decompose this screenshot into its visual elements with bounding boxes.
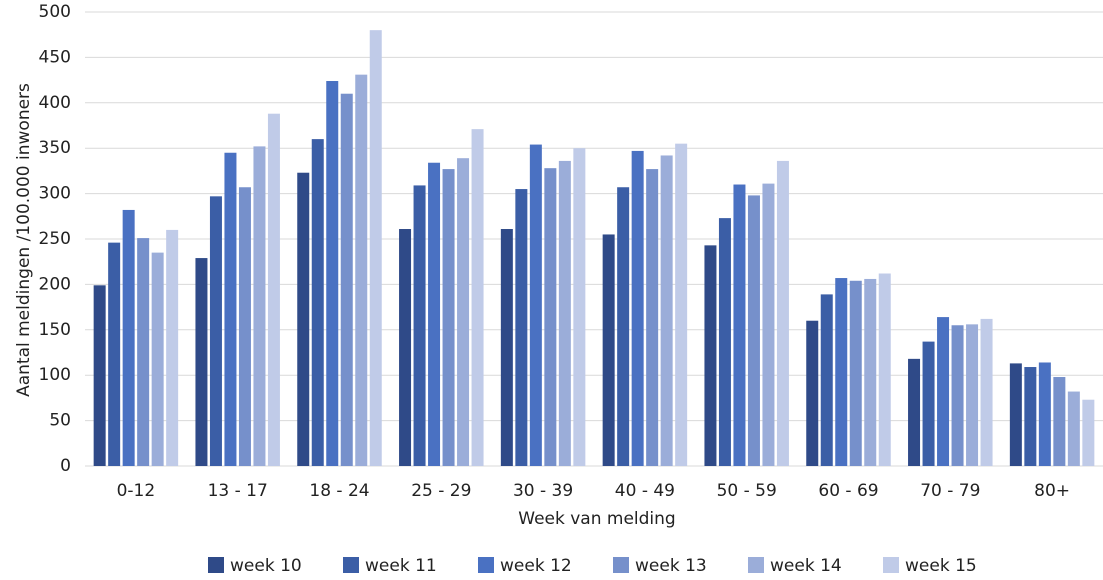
- bar: [1067, 391, 1080, 466]
- bar: [747, 195, 760, 466]
- x-tick-label: 0-12: [117, 481, 156, 501]
- bar: [369, 30, 382, 466]
- bar: [1024, 367, 1037, 466]
- bar: [413, 185, 426, 467]
- bar: [399, 229, 412, 466]
- bar: [166, 229, 179, 466]
- bar: [878, 273, 891, 466]
- y-tick-label: 250: [39, 229, 71, 249]
- bar: [849, 280, 862, 466]
- bar: [108, 242, 121, 466]
- bar: [660, 155, 673, 467]
- y-tick-label: 100: [39, 365, 71, 385]
- bar: [195, 258, 208, 466]
- bar: [646, 169, 659, 467]
- bar: [1082, 399, 1095, 466]
- y-tick-label: 450: [39, 47, 71, 67]
- legend-label: week 11: [365, 556, 437, 576]
- bar: [922, 341, 935, 466]
- x-tick-label: 18 - 24: [309, 481, 369, 501]
- x-tick-label: 30 - 39: [513, 481, 573, 501]
- bar: [951, 325, 964, 466]
- bar: [966, 324, 979, 466]
- bar: [122, 209, 135, 466]
- bar: [544, 168, 557, 466]
- x-tick-label: 25 - 29: [411, 481, 471, 501]
- legend-label: week 10: [230, 556, 302, 576]
- bar: [209, 196, 222, 466]
- legend-swatch: [478, 557, 494, 573]
- x-tick-label: 60 - 69: [818, 481, 878, 501]
- legend-swatch: [748, 557, 764, 573]
- y-tick-label: 500: [39, 2, 71, 22]
- bar: [238, 187, 251, 466]
- bar: [253, 146, 266, 466]
- bar: [602, 234, 615, 466]
- bar: [297, 172, 310, 466]
- bar: [617, 187, 630, 466]
- bar: [515, 189, 528, 466]
- bar: [733, 184, 746, 466]
- bar: [718, 218, 731, 466]
- bar: [937, 317, 950, 466]
- bar: [1038, 362, 1051, 466]
- y-tick-label: 350: [39, 138, 71, 158]
- bar: [980, 318, 993, 466]
- bar: [806, 320, 819, 466]
- bar: [428, 162, 441, 466]
- bar: [835, 278, 848, 466]
- x-tick-label: 50 - 59: [717, 481, 777, 501]
- y-axis-label: Aantal meldingen /100.000 inwoners: [14, 83, 34, 397]
- bar: [704, 245, 717, 466]
- x-tick-label: 40 - 49: [615, 481, 675, 501]
- x-tick-label: 13 - 17: [208, 481, 268, 501]
- bar: [137, 238, 150, 466]
- legend-swatch: [613, 557, 629, 573]
- bar: [820, 294, 833, 466]
- bar: [1053, 377, 1066, 466]
- bar: [151, 252, 164, 466]
- bar: [908, 358, 921, 466]
- bar: [355, 74, 368, 466]
- bar: [442, 169, 455, 467]
- y-tick-label: 50: [49, 411, 71, 431]
- bar: [326, 81, 339, 467]
- bar: [529, 144, 542, 466]
- bar: [471, 129, 484, 466]
- bar: [93, 285, 106, 466]
- y-tick-label: 200: [39, 274, 71, 294]
- legend-label: week 12: [500, 556, 572, 576]
- bar: [573, 148, 586, 466]
- bar: [631, 150, 644, 466]
- legend-label: week 15: [905, 556, 977, 576]
- legend-swatch: [208, 557, 224, 573]
- bar: [558, 160, 571, 467]
- bar: [1009, 363, 1022, 466]
- bar: [267, 113, 280, 467]
- legend-swatch: [883, 557, 899, 573]
- bar: [224, 152, 237, 467]
- x-tick-label: 80+: [1034, 481, 1070, 501]
- legend-label: week 14: [770, 556, 842, 576]
- y-tick-label: 150: [39, 320, 71, 340]
- bar: [500, 229, 513, 466]
- legend-label: week 13: [635, 556, 707, 576]
- bar: [776, 160, 789, 467]
- bar: [311, 139, 324, 466]
- bar: [340, 93, 353, 466]
- y-tick-label: 400: [39, 93, 71, 113]
- bar: [675, 143, 688, 466]
- bar: [864, 278, 877, 466]
- y-tick-label: 0: [60, 456, 71, 476]
- legend-swatch: [343, 557, 359, 573]
- y-tick-label: 300: [39, 184, 71, 204]
- bar: [762, 183, 775, 466]
- bar: [457, 158, 470, 467]
- x-tick-label: 70 - 79: [920, 481, 980, 501]
- x-axis-label: Week van melding: [518, 509, 675, 529]
